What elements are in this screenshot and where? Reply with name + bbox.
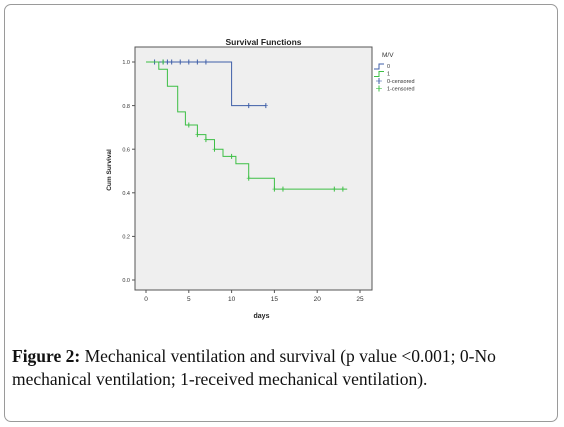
y-tick-label: 0.0 xyxy=(122,278,130,284)
x-tick-label: 10 xyxy=(228,296,236,303)
x-tick-label: 15 xyxy=(271,296,279,303)
legend-label: 0 xyxy=(387,64,390,70)
legend-swatch xyxy=(374,63,384,70)
y-tick-label: 0.6 xyxy=(122,147,130,153)
y-axis-label: Cum Survival xyxy=(106,149,113,191)
x-axis-label: days xyxy=(254,313,270,320)
y-tick-label: 0.2 xyxy=(122,235,130,241)
y-tick-label: 0.4 xyxy=(122,191,130,197)
chart-title: Survival Functions xyxy=(225,37,301,47)
figure-caption: Figure 2: Mechanical ventilation and sur… xyxy=(12,345,552,391)
legend-label: 1 xyxy=(387,72,390,78)
legend-label: 0-censored xyxy=(387,79,415,85)
plot-area xyxy=(134,46,373,291)
figure-label: Figure 2: xyxy=(12,346,81,366)
y-tick-label: 1.0 xyxy=(122,60,130,66)
caption-text: Mechanical ventilation and survival (p v… xyxy=(12,346,496,389)
legend-title: M/V xyxy=(382,52,394,59)
series-1-line xyxy=(146,61,348,190)
x-tick-label: 25 xyxy=(356,296,364,303)
x-tick-label: 5 xyxy=(187,296,191,303)
x-tick-label: 20 xyxy=(314,296,322,303)
x-tick-label: 0 xyxy=(144,296,148,303)
y-tick-label: 0.8 xyxy=(122,104,130,110)
legend-label: 1-censored xyxy=(387,87,415,93)
legend-swatch xyxy=(374,71,384,77)
